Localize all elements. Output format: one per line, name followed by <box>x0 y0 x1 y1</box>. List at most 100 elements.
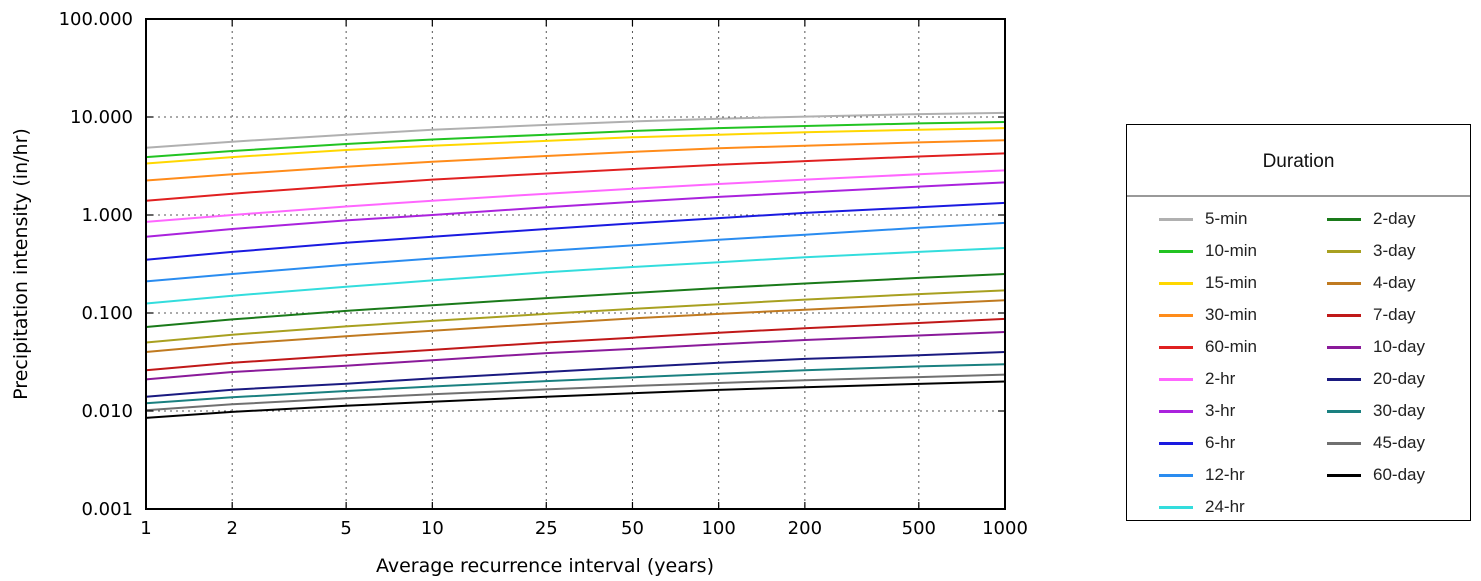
legend-swatch <box>1327 217 1361 221</box>
legend-swatch <box>1159 345 1193 349</box>
series-line-20-day <box>145 351 1006 398</box>
legend-label: 3-day <box>1373 241 1416 260</box>
legend-divider <box>1127 195 1470 197</box>
series-line-60-day <box>145 380 1006 419</box>
series-line-3-hr <box>145 181 1006 238</box>
legend-label: 10-day <box>1373 337 1425 356</box>
legend-item-10-min: 10-min <box>1159 235 1257 267</box>
legend: Duration 5-min 10-min 15-min 30-min 60-min 2-… <box>1126 124 1471 521</box>
legend-item-3-day: 3-day <box>1327 235 1425 267</box>
x-tick-label: 2 <box>226 518 237 539</box>
x-tick-label: 5 <box>340 518 351 539</box>
legend-item-2-day: 2-day <box>1327 203 1425 235</box>
legend-swatch <box>1159 505 1193 509</box>
series-line-5-min <box>145 111 1006 149</box>
legend-item-4-day: 4-day <box>1327 267 1425 299</box>
legend-swatch <box>1327 281 1361 285</box>
legend-label: 15-min <box>1205 273 1257 292</box>
legend-item-7-day: 7-day <box>1327 299 1425 331</box>
legend-column-2: 2-day 3-day 4-day 7-day 10-day 20-day 30-day 45… <box>1327 203 1425 491</box>
x-tick-label: 10 <box>421 518 444 539</box>
x-tick-label: 50 <box>621 518 644 539</box>
y-axis-label: Precipitation intensity (in/hr) <box>10 128 32 400</box>
legend-label: 60-min <box>1205 337 1257 356</box>
legend-swatch <box>1327 441 1361 445</box>
legend-swatch <box>1159 249 1193 253</box>
legend-item-45-day: 45-day <box>1327 427 1425 459</box>
legend-item-6-hr: 6-hr <box>1159 427 1257 459</box>
y-tick-label: 10.000 <box>70 107 133 128</box>
series-line-3-day <box>145 289 1006 344</box>
legend-label: 10-min <box>1205 241 1257 260</box>
series-line-30-min <box>145 139 1006 182</box>
legend-swatch <box>1327 313 1361 317</box>
legend-swatch <box>1159 377 1193 381</box>
legend-item-3-hr: 3-hr <box>1159 395 1257 427</box>
x-axis-label: Average recurrence interval (years) <box>376 555 714 577</box>
series-line-45-day <box>145 373 1006 412</box>
series-lines <box>145 111 1006 419</box>
x-tick-labels: 1 2 5 10 25 50 100 200 500 1000 <box>140 518 1028 539</box>
legend-swatch <box>1159 473 1193 477</box>
legend-column-1: 5-min 10-min 15-min 30-min 60-min 2-hr 3-hr 6-h… <box>1159 203 1257 523</box>
series-line-15-min <box>145 127 1006 165</box>
legend-item-10-day: 10-day <box>1327 331 1425 363</box>
x-tick-label: 100 <box>701 518 735 539</box>
plot-frame <box>145 18 1006 510</box>
series-line-10-day <box>145 331 1006 381</box>
series-line-30-day <box>145 363 1006 405</box>
legend-swatch <box>1159 217 1193 221</box>
legend-swatch <box>1159 281 1193 285</box>
legend-label: 3-hr <box>1205 401 1236 420</box>
legend-item-5-min: 5-min <box>1159 203 1257 235</box>
y-tick-label: 0.001 <box>81 499 133 520</box>
y-tick-label: 0.010 <box>81 401 133 422</box>
legend-item-30-day: 30-day <box>1327 395 1425 427</box>
legend-swatch <box>1159 409 1193 413</box>
legend-swatch <box>1159 441 1193 445</box>
legend-label: 20-day <box>1373 369 1425 388</box>
legend-item-60-day: 60-day <box>1327 459 1425 491</box>
legend-item-20-day: 20-day <box>1327 363 1425 395</box>
x-tick-label: 200 <box>788 518 822 539</box>
series-line-60-min <box>145 152 1006 202</box>
legend-item-2-hr: 2-hr <box>1159 363 1257 395</box>
legend-swatch <box>1327 409 1361 413</box>
legend-label: 45-day <box>1373 433 1425 452</box>
series-line-10-min <box>145 121 1006 159</box>
legend-label: 4-day <box>1373 273 1416 292</box>
y-tick-labels: 0.001 0.010 0.100 1.000 10.000 100.000 <box>59 9 133 520</box>
series-line-4-day <box>145 299 1006 353</box>
legend-label: 2-hr <box>1205 369 1236 388</box>
legend-swatch <box>1327 377 1361 381</box>
x-tick-label: 500 <box>902 518 936 539</box>
series-line-6-hr <box>145 201 1006 261</box>
x-tick-label: 1000 <box>982 518 1028 539</box>
legend-label: 12-hr <box>1205 465 1245 484</box>
series-line-24-hr <box>145 247 1006 305</box>
legend-swatch <box>1327 249 1361 253</box>
legend-item-15-min: 15-min <box>1159 267 1257 299</box>
legend-item-60-min: 60-min <box>1159 331 1257 363</box>
legend-swatch <box>1159 313 1193 317</box>
x-tick-label: 25 <box>535 518 558 539</box>
y-tick-label: 100.000 <box>59 9 133 30</box>
legend-label: 24-hr <box>1205 497 1245 516</box>
legend-label: 30-min <box>1205 305 1257 324</box>
legend-label: 30-day <box>1373 401 1425 420</box>
legend-label: 5-min <box>1205 209 1248 228</box>
grid <box>146 19 1005 509</box>
y-tick-label: 0.100 <box>81 303 133 324</box>
x-tick-label: 1 <box>140 518 151 539</box>
legend-item-12-hr: 12-hr <box>1159 459 1257 491</box>
legend-swatch <box>1327 345 1361 349</box>
legend-item-30-min: 30-min <box>1159 299 1257 331</box>
legend-item-24-hr: 24-hr <box>1159 491 1257 523</box>
legend-swatch <box>1327 473 1361 477</box>
legend-label: 60-day <box>1373 465 1425 484</box>
series-line-2-hr <box>145 169 1006 223</box>
series-line-12-hr <box>145 221 1006 283</box>
legend-label: 7-day <box>1373 305 1416 324</box>
legend-title: Duration <box>1262 151 1335 172</box>
